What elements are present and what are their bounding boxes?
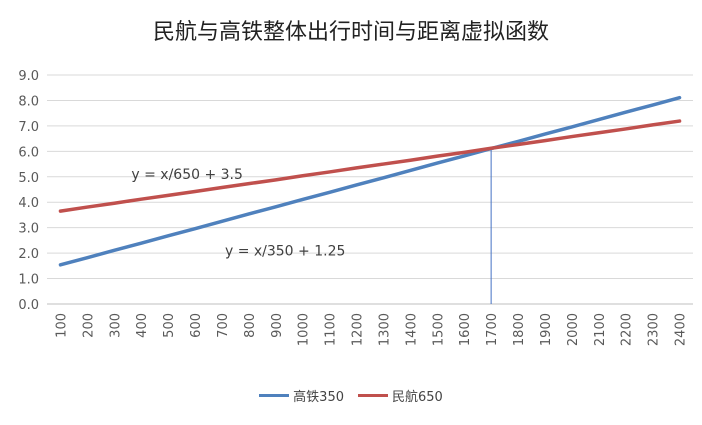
x-tick-label: 300 bbox=[108, 313, 123, 338]
y-tick-label: 7.0 bbox=[18, 120, 39, 135]
x-tick-label: 800 bbox=[243, 313, 258, 338]
legend-swatch-minhang bbox=[358, 394, 388, 397]
x-tick-label: 1500 bbox=[431, 313, 446, 346]
x-tick-label: 1600 bbox=[458, 313, 473, 346]
x-tick-label: 1300 bbox=[377, 313, 392, 346]
y-tick-label: 6.0 bbox=[18, 145, 39, 160]
legend-label-gaotie: 高铁350 bbox=[293, 390, 344, 405]
x-tick-label: 1200 bbox=[351, 313, 366, 346]
x-tick-label: 900 bbox=[270, 313, 285, 338]
x-tick-label: 2100 bbox=[593, 313, 608, 346]
y-tick-label: 5.0 bbox=[18, 171, 39, 186]
x-tick-label: 2200 bbox=[620, 313, 635, 346]
x-tick-label: 200 bbox=[81, 313, 96, 338]
y-tick-label: 1.0 bbox=[18, 273, 39, 288]
annotation-label: y = x/650 + 3.5 bbox=[131, 167, 243, 183]
x-tick-label: 600 bbox=[189, 313, 204, 338]
x-tick-label: 1000 bbox=[297, 313, 312, 346]
y-tick-label: 2.0 bbox=[18, 247, 39, 262]
x-tick-label: 400 bbox=[135, 313, 150, 338]
annotation-label: y = x/350 + 1.25 bbox=[225, 244, 345, 260]
y-tick-label: 4.0 bbox=[18, 196, 39, 211]
x-tick-label: 1700 bbox=[485, 313, 500, 346]
x-tick-label: 1800 bbox=[512, 313, 527, 346]
y-tick-label: 0.0 bbox=[18, 298, 39, 313]
series-line-0 bbox=[58, 95, 682, 267]
y-tick-label: 8.0 bbox=[18, 94, 39, 109]
x-tick-label: 1100 bbox=[324, 313, 339, 346]
x-tick-label: 1900 bbox=[539, 313, 554, 346]
legend-item-minhang: 民航650 bbox=[358, 386, 443, 405]
series-line-1 bbox=[58, 119, 682, 213]
legend: 高铁350 民航650 bbox=[0, 386, 702, 405]
x-tick-label: 2300 bbox=[647, 313, 662, 346]
x-tick-label: 2000 bbox=[566, 313, 581, 346]
legend-item-gaotie: 高铁350 bbox=[259, 386, 344, 405]
x-tick-label: 700 bbox=[216, 313, 231, 338]
y-tick-label: 3.0 bbox=[18, 222, 39, 237]
x-tick-label: 1400 bbox=[404, 313, 419, 346]
x-tick-label: 100 bbox=[54, 313, 69, 338]
legend-swatch-gaotie bbox=[259, 394, 290, 397]
y-tick-label: 9.0 bbox=[18, 69, 39, 84]
x-tick-label: 2400 bbox=[674, 313, 689, 346]
legend-label-minhang: 民航650 bbox=[392, 390, 443, 405]
x-tick-label: 500 bbox=[162, 313, 177, 338]
chart-title: 民航与高铁整体出行时间与距离虚拟函数 bbox=[152, 20, 549, 45]
